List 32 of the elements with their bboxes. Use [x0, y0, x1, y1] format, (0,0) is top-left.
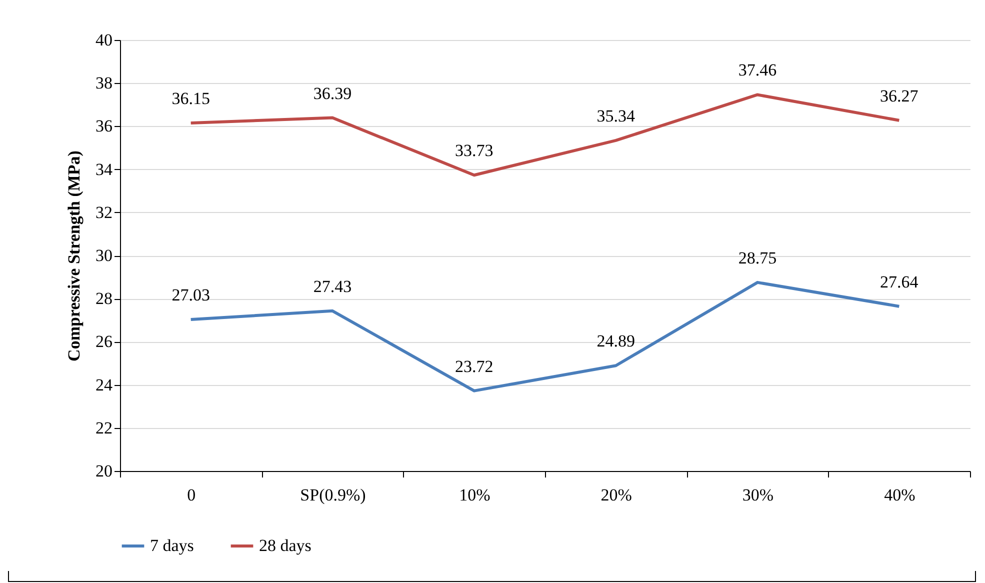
data-label: 27.64 [880, 272, 919, 292]
x-tick-label: 40% [884, 486, 916, 504]
y-tick-label: 34 [96, 160, 113, 179]
x-tick-label: SP(0.9%) [300, 486, 366, 504]
y-tick-label: 28 [96, 289, 112, 308]
data-label: 35.34 [596, 106, 636, 126]
y-axis-title: Compressive Strength (MPa) [64, 150, 84, 362]
data-label: 24.89 [596, 332, 635, 351]
x-tick-label: 20% [600, 486, 632, 504]
x-tick-label: 0 [187, 486, 196, 504]
x-tick-label: 10% [459, 486, 490, 504]
legend-label: 7 days [150, 536, 194, 555]
data-label: 23.72 [455, 356, 494, 376]
y-tick-label: 24 [96, 375, 113, 394]
y-tick-label: 22 [96, 418, 112, 438]
y-tick-label: 38 [96, 74, 112, 93]
data-label: 27.03 [172, 286, 210, 305]
x-tick-label: 30% [742, 486, 774, 504]
y-tick-label: 26 [96, 332, 112, 352]
data-label: 36.39 [313, 84, 352, 103]
data-label: 33.73 [455, 141, 494, 160]
data-label: 28.75 [738, 248, 777, 268]
data-label: 27.43 [313, 276, 352, 296]
data-label: 36.15 [172, 88, 210, 108]
y-tick-label: 40 [96, 30, 112, 50]
y-tick-label: 20 [96, 462, 112, 480]
legend-label: 28 days [259, 536, 312, 555]
y-tick-label: 36 [96, 116, 112, 136]
data-label: 36.27 [880, 86, 919, 106]
y-tick-label: 32 [96, 202, 112, 222]
data-label: 37.46 [738, 60, 777, 80]
y-tick-label: 30 [96, 246, 112, 265]
